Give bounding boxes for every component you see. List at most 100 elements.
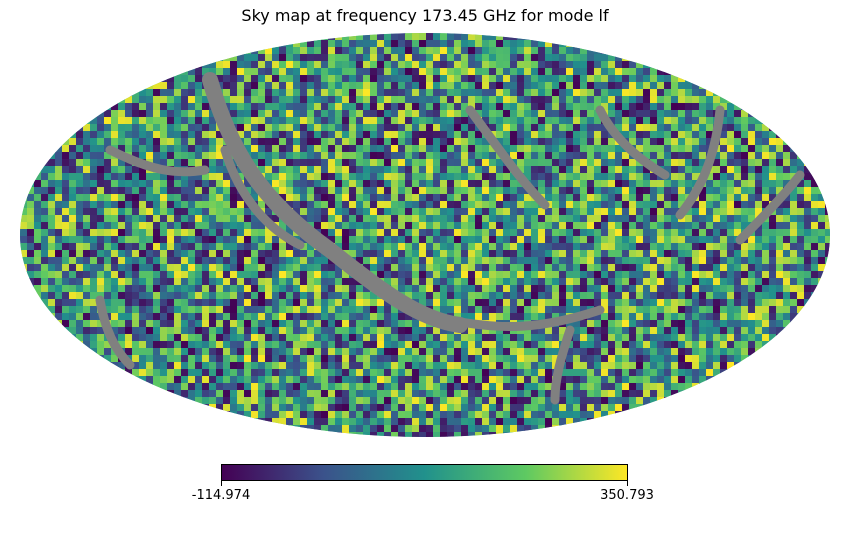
map-pixel [748,264,756,272]
map-pixel [776,306,784,314]
map-pixel [776,285,784,293]
map-pixel [55,278,63,286]
map-pixel [524,61,532,69]
map-pixel [692,117,700,125]
map-pixel [146,187,154,195]
map-pixel [384,201,392,209]
map-pixel [83,152,91,160]
map-pixel [685,306,693,314]
map-pixel [244,222,252,230]
map-pixel [286,334,294,342]
map-pixel [90,355,98,363]
map-pixel [118,320,126,328]
map-pixel [664,348,672,356]
map-pixel [202,243,210,251]
map-pixel [398,89,406,97]
map-pixel [496,250,504,258]
map-pixel [55,299,63,307]
map-pixel [762,299,770,307]
map-pixel [713,341,721,349]
map-pixel [545,82,553,90]
map-pixel [503,173,511,181]
map-pixel [468,292,476,300]
map-pixel [783,222,791,230]
map-pixel [356,334,364,342]
map-pixel [741,362,749,370]
map-pixel [790,152,798,160]
map-pixel [62,215,70,223]
map-pixel [181,82,189,90]
map-pixel [34,152,42,160]
map-pixel [531,348,539,356]
map-pixel [237,369,245,377]
map-pixel [335,75,343,83]
map-pixel [566,180,574,188]
map-pixel [76,348,84,356]
map-pixel [755,145,763,153]
map-pixel [643,348,651,356]
map-pixel [272,285,280,293]
map-pixel [475,152,483,160]
map-pixel [426,117,434,125]
map-pixel [671,124,679,132]
map-pixel [482,96,490,104]
map-pixel [300,320,308,328]
map-pixel [398,124,406,132]
map-pixel [258,166,266,174]
map-pixel [776,320,784,328]
map-pixel [615,271,623,279]
map-pixel [251,124,259,132]
map-pixel [356,369,364,377]
map-pixel [286,82,294,90]
map-pixel [734,96,742,104]
map-pixel [629,229,637,237]
map-pixel [230,285,238,293]
map-pixel [328,145,336,153]
map-pixel [258,236,266,244]
map-pixel [671,180,679,188]
map-pixel [454,334,462,342]
map-pixel [629,187,637,195]
map-pixel [363,208,371,216]
map-pixel [468,82,476,90]
map-pixel [412,61,420,69]
map-pixel [174,131,182,139]
map-pixel [111,215,119,223]
map-pixel [468,117,476,125]
map-pixel [622,180,630,188]
map-pixel [671,299,679,307]
map-pixel [20,243,28,251]
map-pixel [167,131,175,139]
map-pixel [685,138,693,146]
map-pixel [629,138,637,146]
map-pixel [237,229,245,237]
map-pixel [398,257,406,265]
map-pixel [300,68,308,76]
map-pixel [727,313,735,321]
map-pixel [41,313,49,321]
map-pixel [622,355,630,363]
map-pixel [265,124,273,132]
map-pixel [783,152,791,160]
map-pixel [377,369,385,377]
map-pixel [790,313,798,321]
map-pixel [489,222,497,230]
map-pixel [335,362,343,370]
map-pixel [496,117,504,125]
map-pixel [342,61,350,69]
map-pixel [181,152,189,160]
map-pixel [272,327,280,335]
map-pixel [83,299,91,307]
map-pixel [545,222,553,230]
map-pixel [503,145,511,153]
map-pixel [363,299,371,307]
map-pixel [503,264,511,272]
map-pixel [769,299,777,307]
map-pixel [139,215,147,223]
map-pixel [300,82,308,90]
map-pixel [475,54,483,62]
map-pixel [517,89,525,97]
map-pixel [202,68,210,76]
map-pixel [559,173,567,181]
map-pixel [629,313,637,321]
